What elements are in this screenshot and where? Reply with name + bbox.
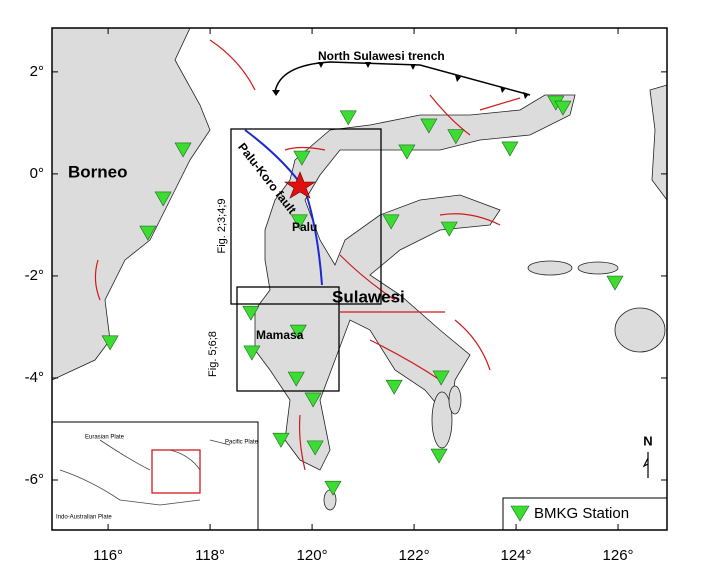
island (577, 261, 619, 275)
station (501, 141, 519, 157)
legend: BMKG Station (502, 497, 668, 531)
station (304, 392, 322, 408)
x-tick-label: 116° (93, 547, 123, 564)
fault (479, 97, 521, 111)
fault (454, 319, 491, 371)
trench-label: North Sulawesi trench (318, 49, 445, 63)
station (101, 335, 119, 351)
fault (94, 259, 101, 301)
north-arrow (642, 452, 649, 478)
station (289, 324, 307, 340)
fault (298, 414, 306, 471)
station (174, 142, 192, 158)
figure-box (236, 286, 340, 392)
x-tick-label: 120° (297, 547, 328, 564)
station (154, 191, 172, 207)
borneo-land (51, 27, 211, 381)
map-frame (51, 27, 668, 531)
fault (209, 39, 256, 91)
station (324, 480, 342, 496)
inset-label: Indo-Australian Plate (56, 515, 112, 521)
y-tick-label: 2° (30, 63, 44, 80)
x-tick-label: 126° (603, 547, 634, 564)
north-label: N (643, 433, 652, 448)
trench-line (274, 61, 531, 96)
station (447, 129, 465, 145)
legend-label: BMKG Station (534, 505, 629, 522)
station (432, 370, 450, 386)
station (293, 150, 311, 166)
inset-frame (51, 421, 259, 531)
legend-frame (502, 497, 668, 531)
inset-label: Eurasian Plate (85, 435, 125, 441)
station (420, 118, 438, 134)
station (272, 432, 290, 448)
station (242, 305, 260, 321)
palu-label: Palu (292, 220, 317, 234)
plot: North Sulawesi trench Borneo Palu-Koro f… (51, 27, 668, 531)
island (614, 307, 666, 353)
fault (439, 213, 501, 226)
stations (101, 95, 624, 496)
station (306, 440, 324, 456)
trench-teeth (272, 62, 529, 99)
station (339, 110, 357, 126)
borneo-label: Borneo (68, 162, 128, 181)
figure-box (230, 128, 382, 305)
station (385, 379, 403, 395)
y-tick-label: -6° (25, 471, 44, 488)
station (430, 448, 448, 464)
station (243, 345, 261, 361)
x-tick-label: 124° (501, 547, 532, 564)
sulawesi-land (254, 94, 576, 471)
x-tick-label: 122° (399, 547, 430, 564)
island (649, 84, 668, 202)
y-tick-label: -4° (25, 369, 44, 386)
station (290, 214, 308, 230)
inset-box (151, 449, 201, 494)
sulawesi-label: Sulawesi (332, 287, 405, 306)
station (554, 100, 572, 116)
figure-label: Fig. 2;3;4;9 (216, 198, 228, 253)
inset-label: Pacific Plate (225, 440, 259, 446)
figure-label: Fig. 5;6;8 (207, 331, 219, 377)
fault (429, 94, 471, 136)
station (606, 275, 624, 291)
x-tick-label: 118° (195, 547, 225, 564)
inset: Eurasian Plate Pacific Plate Indo-Austra… (51, 421, 259, 531)
island (448, 385, 462, 415)
fault (284, 146, 326, 151)
inset-coast (59, 439, 231, 506)
epicenter (284, 171, 316, 199)
fault (369, 339, 441, 381)
station (440, 221, 458, 237)
y-tick-label: -2° (25, 267, 44, 284)
island (431, 391, 453, 449)
island (527, 260, 573, 276)
legend-symbol (510, 505, 530, 522)
station (287, 371, 305, 387)
y-tick-label: 0° (30, 165, 44, 182)
station (382, 214, 400, 230)
fault (339, 254, 396, 301)
station (139, 225, 157, 241)
mamasa-label: Mamasa (256, 328, 304, 342)
station (398, 144, 416, 160)
